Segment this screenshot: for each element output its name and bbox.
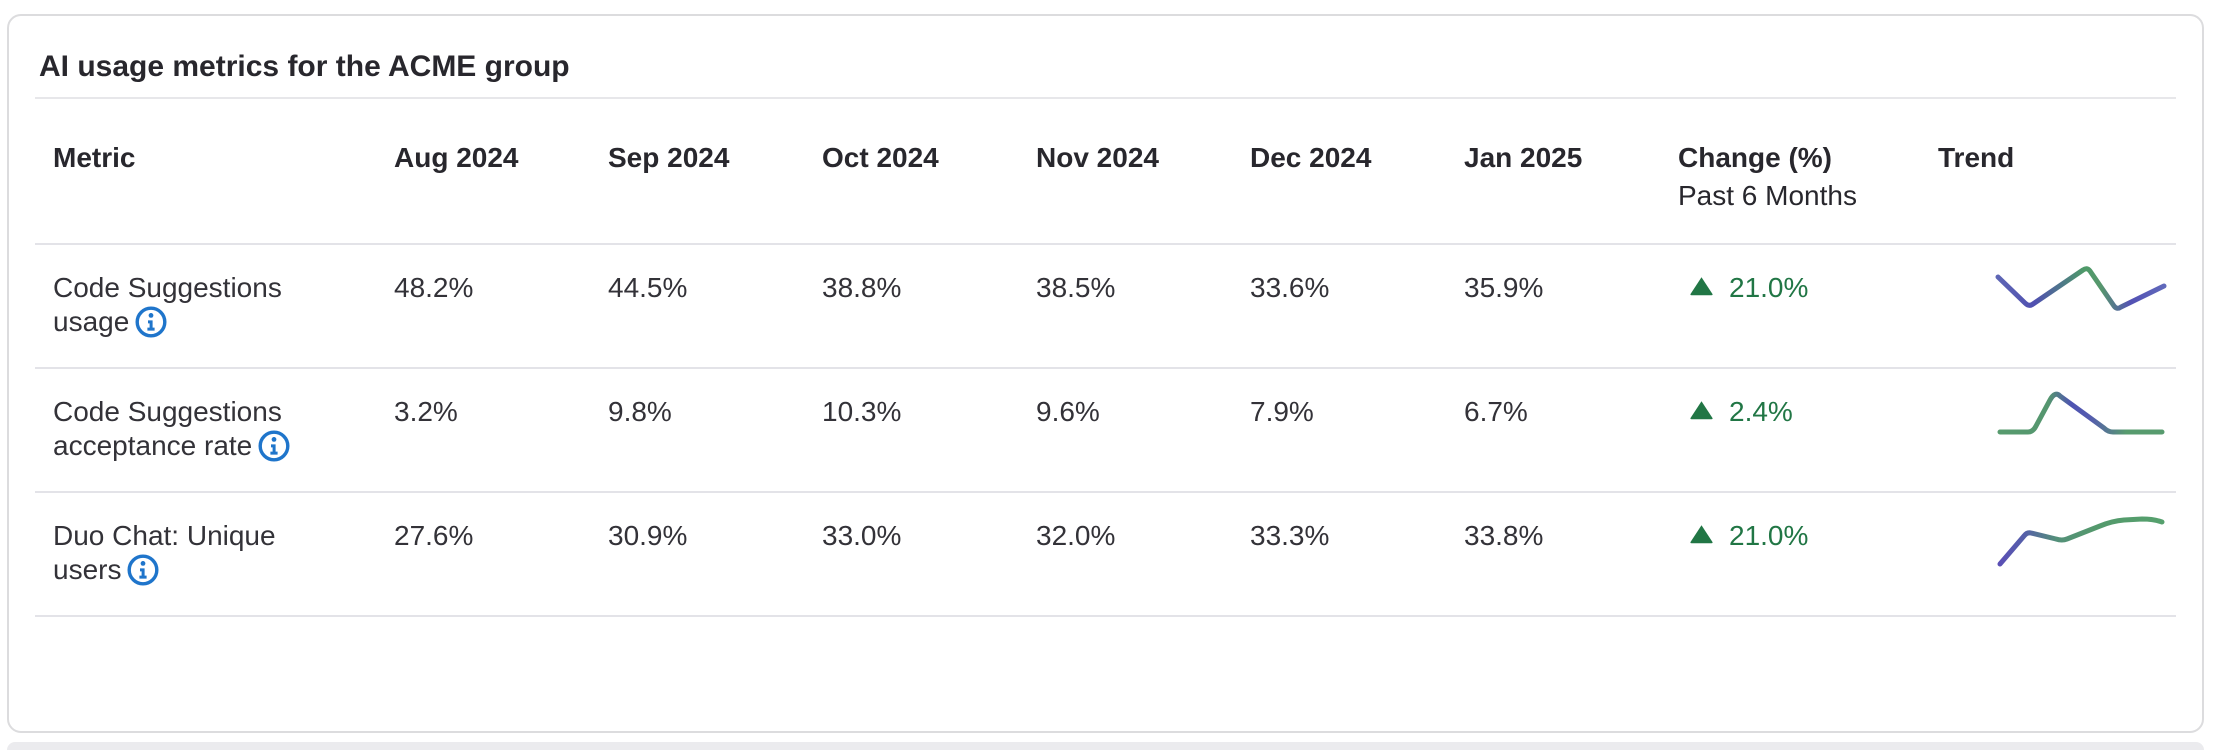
metric-label: Duo Chat: Unique users [53, 520, 276, 585]
metric-cell: Code Suggestions usage [35, 244, 376, 369]
value-cell: 38.8% [804, 244, 1018, 369]
table-row-code-suggestions-acceptance-rate: Code Suggestions acceptance rate 3.2% 9.… [35, 368, 2176, 493]
trend-cell [1920, 492, 2176, 617]
value-cell: 10.3% [804, 368, 1018, 493]
information-o-icon [258, 430, 290, 462]
column-header-change-label: Change (%) [1678, 142, 1832, 173]
column-header-dec-2024: Dec 2024 [1232, 99, 1446, 245]
column-header-change-sublabel: Past 6 Months [1678, 180, 1857, 211]
info-icon[interactable] [127, 554, 159, 586]
increase-triangle-icon [1688, 520, 1715, 554]
value-cell: 48.2% [376, 244, 590, 369]
column-header-change: Change (%) Past 6 Months [1660, 99, 1920, 245]
increase-triangle-icon [1688, 396, 1715, 430]
value-cell: 9.6% [1018, 368, 1232, 493]
value-cell: 33.8% [1446, 492, 1660, 617]
change-cell: 21.0% [1660, 492, 1920, 617]
value-cell: 30.9% [590, 492, 804, 617]
column-header-nov-2024: Nov 2024 [1018, 99, 1232, 245]
value-cell: 33.6% [1232, 244, 1446, 369]
value-cell: 7.9% [1232, 368, 1446, 493]
change-value: 2.4% [1729, 396, 1793, 427]
trend-sparkline [1997, 516, 2165, 567]
metrics-table: Metric Aug 2024 Sep 2024 Oct 2024 Nov 20… [35, 99, 2176, 617]
value-cell: 38.5% [1018, 244, 1232, 369]
trend-sparkline [1997, 391, 2165, 435]
value-cell: 33.0% [804, 492, 1018, 617]
information-o-icon [127, 554, 159, 586]
trend-cell [1920, 244, 2176, 369]
table-row-duo-chat-unique-users: Duo Chat: Unique users 27.6% 30.9% 33.0%… [35, 492, 2176, 617]
info-icon[interactable] [135, 306, 167, 338]
column-header-trend: Trend [1920, 99, 2176, 245]
trend-cell [1920, 368, 2176, 493]
column-header-sep-2024: Sep 2024 [590, 99, 804, 245]
metric-label: Code Suggestions usage [53, 272, 282, 337]
column-header-aug-2024: Aug 2024 [376, 99, 590, 245]
change-value: 21.0% [1729, 520, 1809, 551]
value-cell: 44.5% [590, 244, 804, 369]
title-divider [35, 97, 2176, 99]
column-header-metric: Metric [35, 99, 376, 245]
value-cell: 32.0% [1018, 492, 1232, 617]
value-cell: 9.8% [590, 368, 804, 493]
change-cell: 2.4% [1660, 368, 1920, 493]
card-title: AI usage metrics for the ACME group [39, 50, 570, 83]
trend-sparkline [1995, 266, 2167, 311]
ai-metrics-card: AI usage metrics for the ACME group Metr… [7, 14, 2204, 733]
next-card-top-edge [7, 742, 2204, 750]
information-o-icon [135, 306, 167, 338]
column-header-oct-2024: Oct 2024 [804, 99, 1018, 245]
value-cell: 27.6% [376, 492, 590, 617]
change-cell: 21.0% [1660, 244, 1920, 369]
metric-cell: Code Suggestions acceptance rate [35, 368, 376, 493]
column-header-jan-2025: Jan 2025 [1446, 99, 1660, 245]
header-row: Metric Aug 2024 Sep 2024 Oct 2024 Nov 20… [35, 99, 2176, 245]
value-cell: 3.2% [376, 368, 590, 493]
value-cell: 35.9% [1446, 244, 1660, 369]
increase-triangle-icon [1688, 272, 1715, 306]
value-cell: 33.3% [1232, 492, 1446, 617]
info-icon[interactable] [258, 430, 290, 462]
value-cell: 6.7% [1446, 368, 1660, 493]
table-row-code-suggestions-usage: Code Suggestions usage 48.2% 44.5% 38.8%… [35, 244, 2176, 369]
change-value: 21.0% [1729, 272, 1809, 303]
metric-cell: Duo Chat: Unique users [35, 492, 376, 617]
metric-label: Code Suggestions acceptance rate [53, 396, 282, 461]
